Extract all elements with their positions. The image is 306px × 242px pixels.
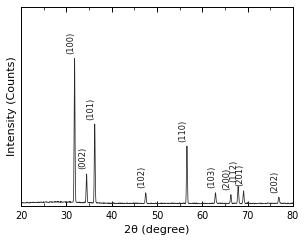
- Text: (100): (100): [66, 32, 75, 54]
- Text: (112): (112): [230, 160, 239, 182]
- Text: (202): (202): [270, 170, 279, 193]
- Text: (201): (201): [235, 164, 244, 186]
- Text: (110): (110): [178, 119, 187, 142]
- Text: (002): (002): [78, 147, 87, 169]
- Text: (101): (101): [86, 97, 95, 120]
- Y-axis label: Intensity (Counts): Intensity (Counts): [7, 57, 17, 156]
- Text: (200): (200): [222, 168, 231, 190]
- Text: (102): (102): [137, 166, 146, 188]
- X-axis label: 2θ (degree): 2θ (degree): [124, 225, 190, 235]
- Text: (103): (103): [207, 166, 216, 188]
